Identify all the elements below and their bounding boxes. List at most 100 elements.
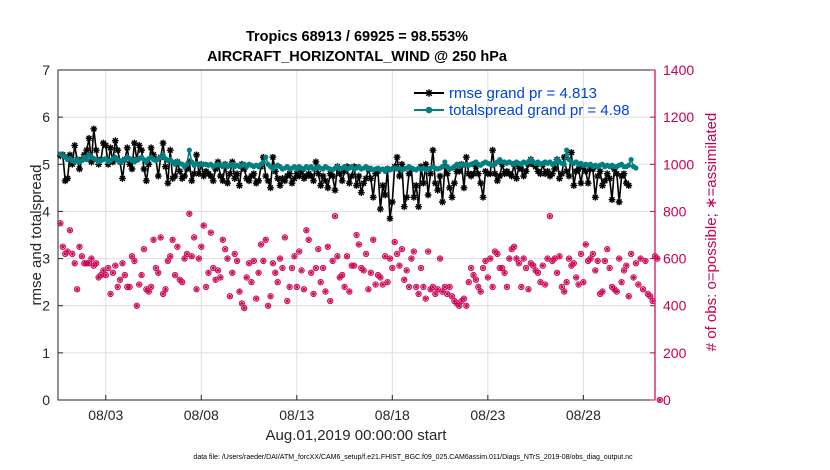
rmse-point (295, 172, 303, 180)
obs-possible-point (353, 231, 360, 239)
obs-assimilated-point (335, 254, 340, 259)
rmse-point (240, 165, 248, 173)
obs-assimilated-point (351, 263, 357, 268)
obs-assimilated-point (602, 258, 608, 264)
obs-assimilated-point (650, 298, 655, 304)
obs-assimilated-point (648, 294, 653, 299)
rmse-point (107, 144, 114, 152)
y-tick-label: 3 (42, 251, 50, 267)
rmse-point (601, 177, 609, 185)
obs-assimilated-point (165, 258, 171, 264)
obs-assimilated-point (433, 291, 438, 297)
rmse-point (255, 177, 262, 185)
obs-possible-point (331, 212, 339, 220)
obs-possible-point (525, 286, 532, 293)
obs-assimilated-point (361, 268, 366, 273)
obs-assimilated-point (249, 279, 254, 285)
obs-assimilated-point (96, 275, 101, 280)
obs-assimilated-point (163, 287, 168, 292)
rmse-point (150, 151, 157, 159)
obs-assimilated-point (318, 279, 323, 285)
rmse-point (212, 165, 220, 173)
obs-assimilated-point (616, 256, 622, 261)
obs-assimilated-point (94, 261, 99, 266)
obs-possible-point (102, 271, 109, 279)
obs-assimilated-point (550, 258, 555, 264)
obs-possible-point (403, 267, 410, 274)
rmse-point (448, 193, 456, 201)
obs-assimilated-point (452, 298, 457, 304)
obs-assimilated-point (129, 254, 135, 259)
obs-possible-point (489, 283, 496, 291)
obs-possible-point (563, 278, 570, 286)
obs-assimilated-point (177, 277, 182, 282)
obs-assimilated-point (256, 270, 261, 275)
obs-assimilated-point (416, 291, 421, 297)
rmse-point (319, 172, 327, 180)
totalspread-point (439, 164, 446, 170)
obs-assimilated-point (502, 270, 507, 275)
rmse-point (345, 179, 353, 187)
rmse-point (183, 165, 191, 173)
obs-possible-point (565, 255, 573, 262)
rmse-point (491, 170, 499, 178)
obs-assimilated-point (65, 249, 70, 254)
totalspread-point (628, 156, 634, 163)
rmse-point (470, 170, 477, 178)
rmse-point (424, 191, 432, 199)
rmse-point (188, 177, 196, 185)
obs-assimilated-point (385, 279, 390, 285)
y-tick-label: 2 (42, 298, 50, 314)
obs-assimilated-point (199, 244, 204, 249)
obs-possible-point (546, 212, 554, 220)
obs-possible-point (322, 288, 329, 295)
obs-assimilated-point (273, 270, 278, 275)
rmse-point (195, 170, 203, 178)
obs-assimilated-point (523, 265, 529, 271)
rmse-point (620, 170, 628, 178)
rmse-point (236, 182, 243, 189)
obs-possible-point (226, 293, 234, 300)
obs-assimilated-point (225, 256, 230, 261)
obs-possible-point (417, 264, 425, 272)
obs-possible-point (642, 257, 649, 265)
rmse-point (367, 175, 375, 182)
obs-possible-point (589, 250, 597, 258)
rmse-point (66, 151, 74, 159)
obs-assimilated-point (246, 261, 252, 266)
rmse-point (486, 170, 494, 178)
obs-possible-point (327, 297, 334, 305)
rmse-point (71, 142, 79, 149)
rmse-point (317, 182, 325, 189)
obs-possible-point (630, 274, 637, 281)
obs-assimilated-point (621, 268, 627, 273)
obs-assimilated-point (655, 256, 660, 261)
rmse-point (522, 167, 530, 175)
obs-assimilated-point (490, 284, 495, 290)
rmse-point (517, 165, 525, 173)
obs-possible-point (377, 274, 384, 281)
obs-assimilated-point (299, 268, 304, 273)
rmse-point (386, 215, 394, 222)
rmse-point (415, 203, 422, 211)
y-axis-label-right: # of obs: o=possible; ∗=assimilated (703, 113, 720, 352)
rmse-point (591, 193, 599, 201)
obs-assimilated-point (332, 213, 338, 219)
obs-assimilated-point (473, 277, 479, 282)
obs-possible-point (487, 255, 494, 262)
obs-possible-point (484, 274, 491, 281)
obs-assimilated-point (382, 254, 388, 259)
obs-possible-point (179, 278, 186, 286)
rmse-point (599, 182, 606, 189)
obs-possible-point (580, 278, 587, 286)
obs-possible-point (140, 245, 148, 253)
obs-assimilated-point (526, 287, 531, 292)
x-tick-label: 08/18 (375, 407, 410, 423)
obs-assimilated-point (203, 284, 209, 290)
obs-assimilated-point (285, 298, 290, 304)
x-tick-label: 08/13 (279, 407, 314, 423)
obs-assimilated-point (564, 279, 569, 285)
obs-assimilated-point (242, 305, 247, 311)
rmse-point (68, 160, 76, 168)
rmse-point (171, 172, 179, 180)
